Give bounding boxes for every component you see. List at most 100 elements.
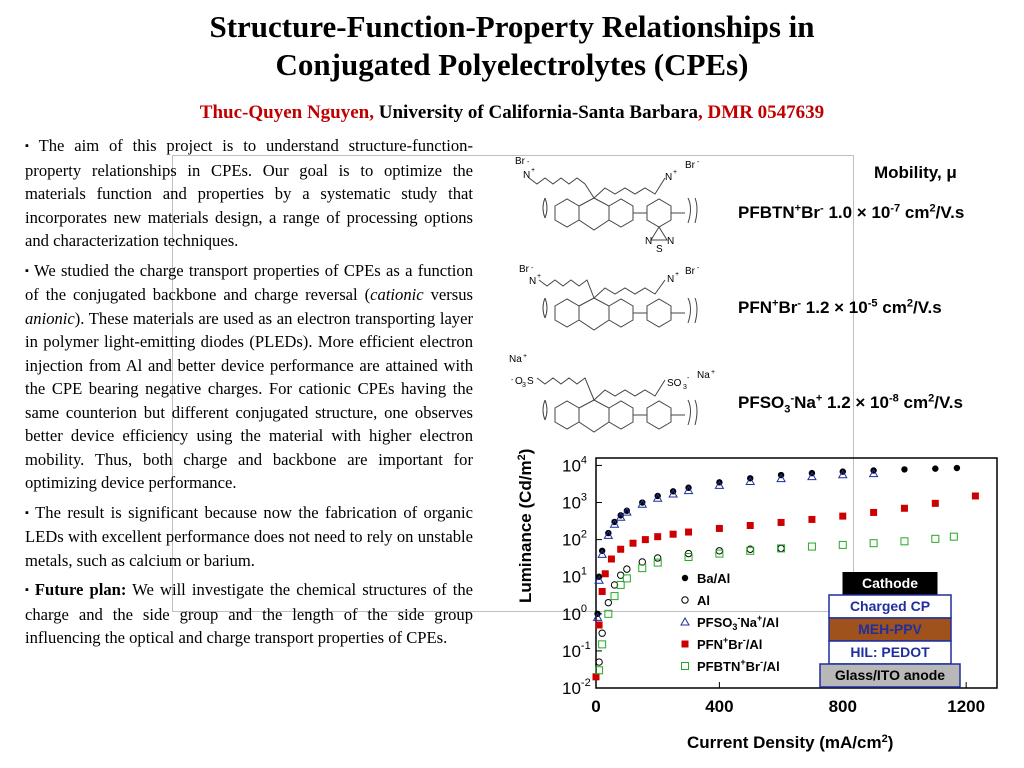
paragraph-future: ▪ Future plan: We will investigate the ch…	[25, 580, 473, 647]
frame-guide	[172, 155, 854, 612]
bromide-label: Br	[515, 156, 526, 167]
data-point	[949, 532, 958, 541]
device-layer-label: Cathode	[862, 575, 918, 591]
data-point	[595, 621, 603, 629]
data-point	[715, 524, 723, 532]
legend-marker	[681, 574, 689, 582]
x-tick-label: 800	[829, 697, 857, 716]
x-tick-label: 0	[591, 697, 600, 716]
charge-label: -	[511, 377, 514, 384]
legend-label: Al	[697, 593, 710, 608]
device-layer-label: Charged CP	[850, 598, 930, 614]
data-point	[746, 522, 754, 530]
y-tick-label: 103	[562, 492, 587, 513]
data-point	[621, 507, 632, 516]
data-point	[623, 507, 631, 514]
nitrogen-label: N	[529, 276, 536, 287]
charge-label: -	[531, 265, 534, 272]
legend-label: Ba/Al	[697, 571, 730, 586]
data-point	[745, 476, 756, 485]
legend-marker	[681, 662, 689, 670]
charge-label: +	[673, 169, 677, 176]
data-point	[807, 471, 817, 481]
bullet-icon: ▪	[25, 584, 31, 596]
structure-pfso3: Na + - O 3 S SO 3 - Na +	[509, 353, 715, 433]
data-point	[715, 547, 724, 555]
data-point	[598, 640, 607, 649]
device-layer	[819, 663, 961, 688]
sulfonate-label: O	[515, 376, 523, 387]
luminance-chart: 0 400 800 1200 104 103 102 101 100 10-1 10-2 Ba/Al…	[516, 449, 998, 752]
data-point	[777, 544, 785, 553]
x-tick-label: 1200	[947, 697, 985, 716]
y-tick-label: 102	[562, 529, 587, 550]
data-point	[629, 539, 637, 547]
data-point	[931, 534, 940, 543]
charge-label: -	[687, 375, 690, 382]
data-point	[838, 540, 847, 549]
data-point	[654, 533, 662, 541]
data-point	[610, 592, 619, 601]
nitrogen-label: N	[665, 172, 672, 183]
charge-label: +	[537, 273, 541, 280]
data-point	[622, 574, 631, 583]
y-tick-label: 100	[562, 603, 587, 624]
data-point	[604, 598, 613, 607]
body-text: ▪ The aim of this project is to understan…	[25, 134, 473, 656]
data-point	[971, 492, 979, 500]
title-line-1: Structure-Function-Property Relationship…	[209, 9, 815, 44]
data-point	[714, 480, 725, 489]
legend-label: PFBTN+Br-/Al	[697, 657, 780, 674]
data-point	[616, 580, 625, 589]
data-point	[900, 504, 908, 512]
mobility-row-pfbtn: PFBTN+Br- 1.0 × 10-7 cm2/V.s	[738, 202, 965, 222]
legend-marker	[681, 640, 689, 648]
device-layer-label: Glass/ITO anode	[835, 667, 945, 683]
data-point	[868, 468, 879, 478]
subscript-label: 3	[522, 382, 526, 389]
bullet-icon: ▪	[25, 264, 31, 277]
charge-label: +	[675, 271, 679, 278]
sodium-label: Na	[509, 354, 522, 365]
author-name: Thuc-Quyen Nguyen,	[199, 102, 374, 123]
data-point	[683, 485, 694, 495]
paragraph-result: ▪ The result is significant because now t…	[25, 502, 474, 570]
data-point	[668, 488, 678, 498]
legend-label: PFSO3-Na+/Al	[697, 613, 779, 632]
data-point	[637, 499, 648, 508]
plot-area	[595, 457, 998, 689]
data-point	[610, 581, 619, 589]
mobility-row-pfn: PFN+Br- 1.2 × 10-5 cm2/V.s	[738, 297, 942, 317]
bromide-label: Br	[519, 264, 530, 275]
data-point	[615, 512, 626, 521]
data-point	[639, 499, 646, 506]
x-tick-label: 400	[705, 697, 733, 716]
x-axis-label: Current Density (mA/cm2)	[687, 733, 893, 752]
data-point	[598, 629, 606, 637]
data-point	[931, 499, 939, 507]
data-point	[869, 539, 878, 548]
nitrogen-label: N	[667, 236, 674, 247]
slide-title: Structure-Function-Property Relationship…	[0, 8, 1024, 84]
data-point	[607, 555, 615, 563]
y-tick-label: 10-1	[562, 640, 591, 661]
data-point	[595, 666, 604, 675]
sulfonate-label: S	[527, 376, 534, 387]
charge-label: -	[697, 159, 700, 166]
mobility-row-pfso3: PFSO3-Na+ 1.2 × 10-8 cm2/V.s	[738, 392, 963, 416]
data-point	[776, 473, 786, 483]
device-layer	[842, 572, 938, 595]
data-point	[900, 537, 909, 546]
data-point	[837, 469, 848, 479]
data-point	[595, 658, 603, 666]
author-line: Thuc-Quyen Nguyen, University of Califor…	[0, 102, 1024, 124]
y-tick-label: 104	[562, 454, 587, 475]
sulfonate-label: SO	[667, 378, 682, 389]
data-point	[604, 609, 613, 618]
nitrogen-label: N	[667, 274, 674, 285]
data-point	[641, 536, 649, 544]
data-point	[653, 558, 662, 567]
data-point	[901, 466, 908, 473]
structure-pfbtn: Br - N + N + Br - N S N	[515, 156, 700, 255]
legend-label: PFN+Br-/Al	[697, 635, 762, 652]
